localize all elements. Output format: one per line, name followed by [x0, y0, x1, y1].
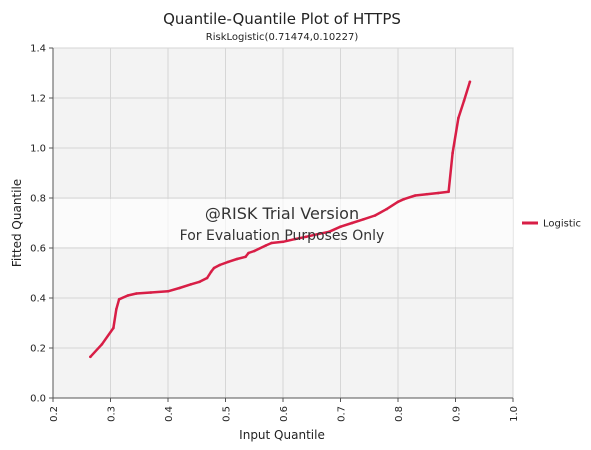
x-axis-label: Input Quantile: [239, 428, 325, 442]
data-point: [293, 237, 296, 241]
x-tick-label: 0.8: [394, 406, 405, 422]
x-tick-label: 0.9: [452, 406, 463, 422]
data-point: [244, 255, 247, 259]
data-point: [253, 249, 256, 253]
data-point: [100, 343, 104, 346]
y-tick-label: 0.2: [30, 344, 46, 355]
data-point: [436, 191, 440, 195]
data-point: [117, 298, 121, 301]
legend-label: Logistic: [543, 219, 581, 230]
data-point: [425, 192, 429, 196]
data-point: [462, 99, 466, 102]
data-point: [457, 116, 460, 120]
watermark: @RISK Trial Version For Evaluation Purpo…: [180, 204, 385, 244]
data-point: [235, 257, 239, 261]
y-tick-label: 1.4: [30, 44, 46, 55]
data-point: [189, 283, 193, 286]
data-point: [373, 214, 377, 217]
data-point: [198, 280, 201, 284]
data-point: [209, 270, 213, 274]
data-point: [270, 241, 273, 245]
data-point: [149, 291, 153, 294]
x-tick-label: 0.5: [222, 406, 233, 422]
data-point: [166, 290, 170, 293]
y-tick-label: 0.4: [30, 294, 46, 305]
y-tick-label: 0.0: [30, 394, 46, 405]
data-point: [178, 286, 181, 290]
x-tick-label: 0.6: [279, 406, 290, 422]
chart-title: Quantile-Quantile Plot of HTTPS: [163, 10, 401, 28]
chart-subtitle: RiskLogistic(0.71474,0.10227): [206, 32, 359, 43]
data-point: [126, 294, 130, 297]
x-tick-label: 1.0: [509, 406, 520, 422]
data-point: [385, 207, 388, 211]
data-point: [339, 225, 342, 228]
data-point: [89, 355, 92, 359]
y-tick-label: 1.2: [30, 94, 46, 105]
data-point: [350, 221, 354, 225]
data-point: [264, 244, 268, 247]
x-tick-label: 0.2: [49, 406, 60, 422]
legend: Logistic: [522, 219, 581, 230]
data-point: [447, 190, 450, 194]
data-point: [468, 80, 472, 84]
data-point: [327, 230, 331, 234]
data-point: [112, 326, 115, 330]
data-point: [396, 200, 400, 204]
data-point: [304, 235, 308, 239]
watermark-title: @RISK Trial Version: [205, 204, 359, 223]
data-point: [316, 232, 319, 236]
data-point: [135, 292, 138, 295]
x-axis-ticks: 0.2 0.3 0.4 0.5 0.6 0.7 0.8 0.9 1.0: [49, 397, 520, 422]
watermark-subtitle: For Evaluation Purposes Only: [180, 228, 385, 244]
y-tick-label: 1.0: [30, 144, 46, 155]
series-layer: [89, 80, 472, 359]
data-point: [362, 218, 365, 221]
watermark-band: [53, 199, 513, 247]
y-tick-label: 0.6: [30, 244, 46, 255]
data-point: [281, 240, 285, 244]
data-point: [247, 251, 250, 255]
y-axis-ticks: 0.0 0.2 0.4 0.6 0.8 1.0 1.2 1.4: [30, 44, 54, 405]
data-point: [227, 260, 230, 264]
x-tick-label: 0.3: [107, 406, 118, 422]
data-point: [413, 194, 417, 197]
y-axis-label: Fitted Quantile: [10, 179, 24, 267]
data-point: [218, 263, 221, 267]
x-tick-label: 0.7: [337, 406, 348, 422]
data-point: [205, 276, 209, 280]
data-point: [115, 308, 118, 311]
y-tick-label: 0.8: [30, 194, 46, 205]
x-tick-label: 0.4: [164, 406, 175, 422]
data-point: [402, 197, 406, 201]
data-point: [451, 151, 454, 155]
data-point: [212, 266, 216, 270]
